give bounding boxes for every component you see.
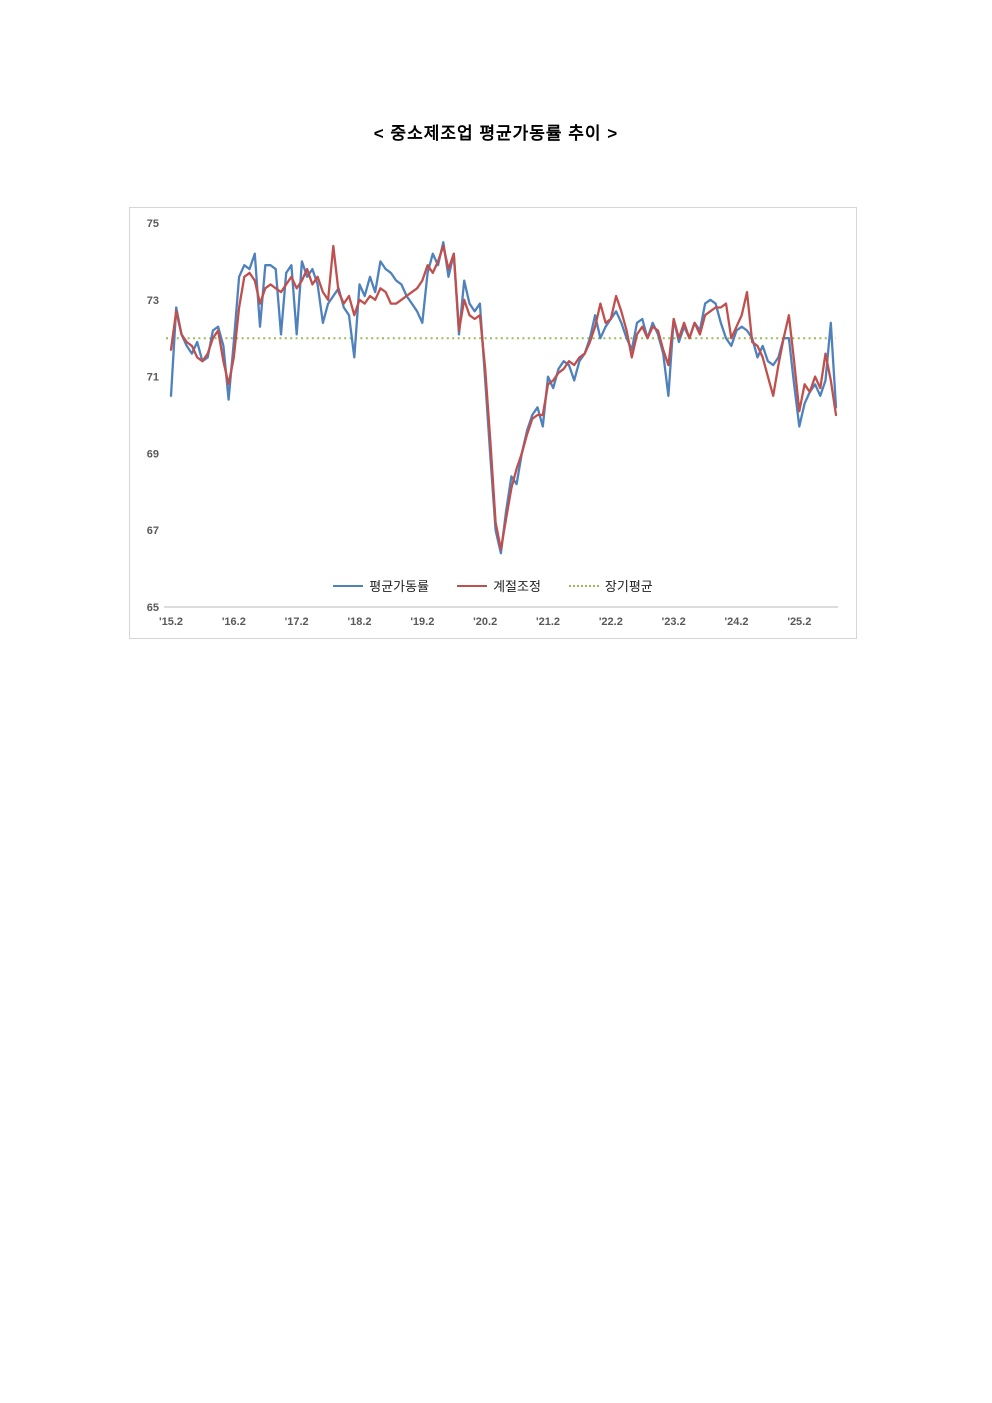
x-axis-tick-label: '20.2 xyxy=(473,616,497,628)
legend-item-seasonal-adjusted: 계절조정 xyxy=(457,576,541,595)
x-axis-tick-label: '17.2 xyxy=(285,616,309,628)
legend-label-seasonal-adjusted: 계절조정 xyxy=(493,579,541,594)
y-axis-tick-label: 65 xyxy=(147,602,159,614)
legend-label-long-term-avg: 장기평균 xyxy=(604,579,653,594)
y-axis-tick-label: 69 xyxy=(147,448,159,460)
x-axis-tick-label: '21.2 xyxy=(536,616,560,628)
x-axis-tick-label: '24.2 xyxy=(724,616,748,628)
x-axis-tick-label: '19.2 xyxy=(410,616,434,628)
series-avg-utilization-line xyxy=(169,241,838,555)
red-line-swatch-icon xyxy=(457,584,488,587)
series-seasonal-adjusted-line xyxy=(169,244,838,551)
x-axis-tick-label: '23.2 xyxy=(662,616,686,628)
y-axis-tick-label: 71 xyxy=(147,372,159,384)
legend-label-avg-utilization: 평균가동률 xyxy=(369,579,430,594)
x-axis-tick-label: '18.2 xyxy=(347,616,371,628)
y-axis-tick-label: 67 xyxy=(147,525,159,537)
chart-title: < 중소제조업 평균가동률 추이 > xyxy=(373,124,619,143)
y-axis-tick-label: 75 xyxy=(147,218,159,230)
y-axis-tick-label: 73 xyxy=(147,295,159,307)
blue-line-swatch-icon xyxy=(333,584,364,587)
legend-item-avg-utilization: 평균가동률 xyxy=(333,576,429,595)
x-axis-tick-label: '25.2 xyxy=(787,616,811,628)
x-axis-tick-label: '16.2 xyxy=(222,616,246,628)
chart-legend: 평균가동률 계절조정 장기평균 xyxy=(130,576,856,595)
line-chart: 65 67 69 71 73 75 '15.2 '16.2 '17.2 '18.2 '19.2 '20… xyxy=(147,218,838,628)
x-axis-tick-label: '15.2 xyxy=(159,616,183,628)
green-dotted-swatch-icon xyxy=(568,584,599,587)
x-axis-tick-label: '22.2 xyxy=(599,616,623,628)
chart-container: 65 67 69 71 73 75 '15.2 '16.2 '17.2 '18.2 '19.2 '20… xyxy=(129,207,857,639)
legend-item-long-term-avg: 장기평균 xyxy=(568,576,653,595)
